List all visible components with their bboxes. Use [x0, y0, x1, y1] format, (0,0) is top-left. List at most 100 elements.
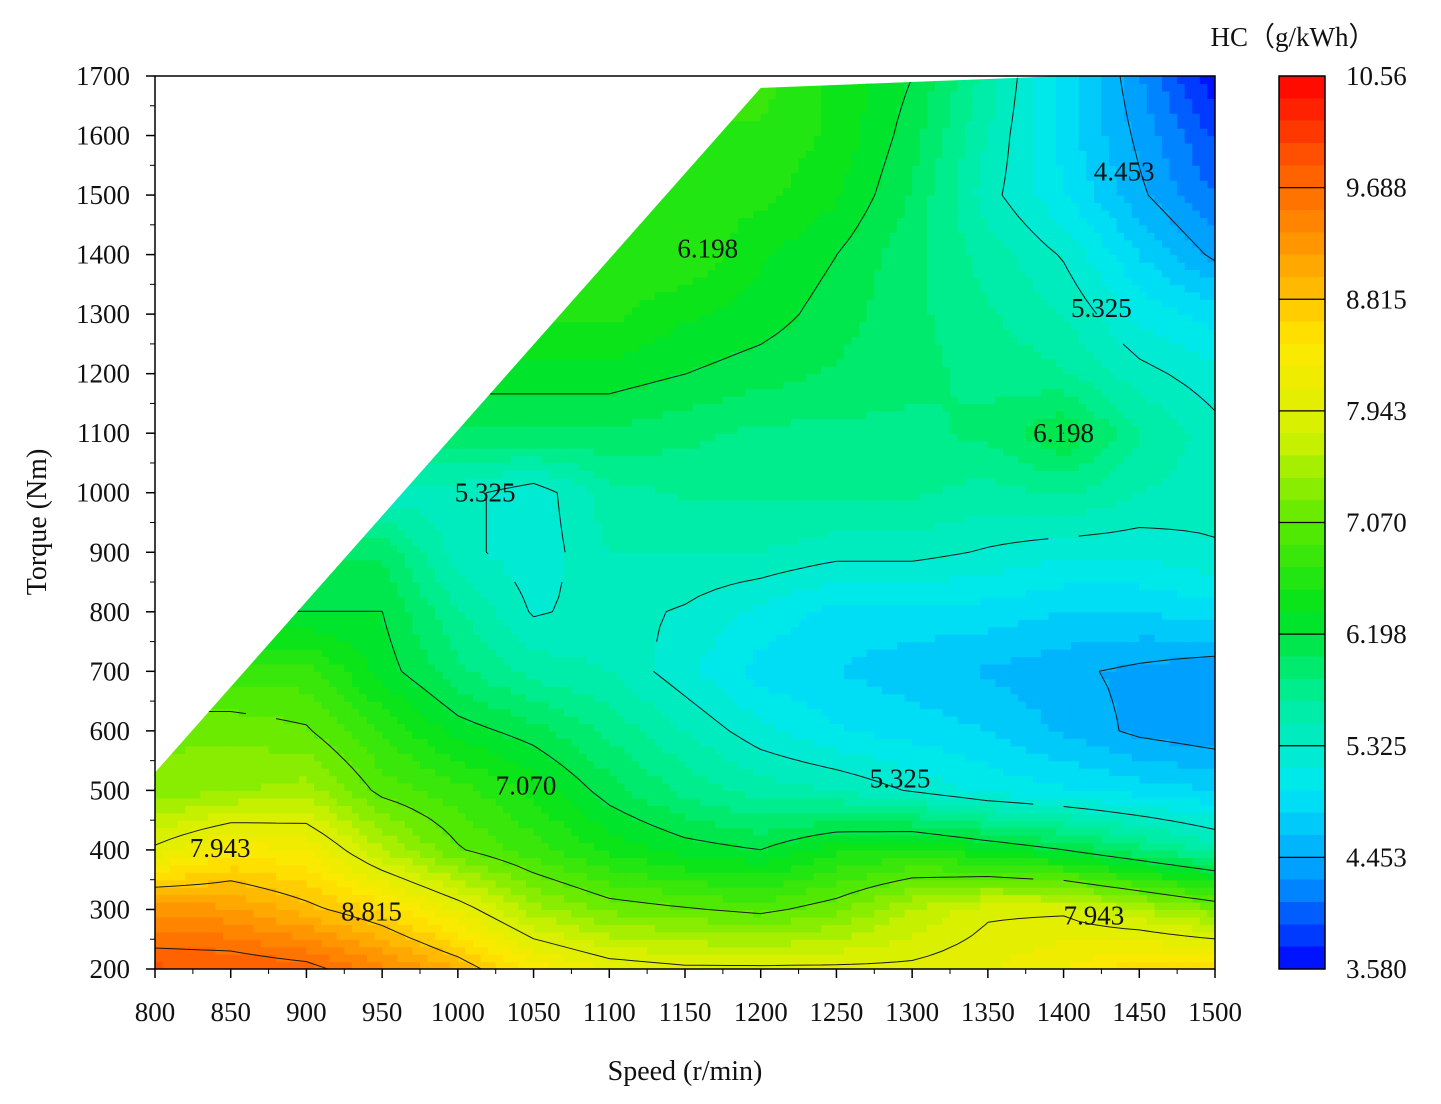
contour-cell — [919, 939, 928, 948]
contour-cell — [480, 879, 489, 888]
contour-cell — [215, 708, 224, 717]
contour-cell — [950, 939, 959, 948]
contour-cell — [881, 730, 891, 739]
contour-cell — [404, 745, 414, 754]
contour-cell — [798, 805, 807, 814]
contour-cell — [253, 842, 262, 851]
contour-cell — [1131, 842, 1140, 851]
contour-cell — [1116, 738, 1125, 747]
contour-cell — [1025, 708, 1034, 717]
contour-cell — [1025, 797, 1034, 806]
contour-cell — [548, 745, 557, 754]
contour-cell — [889, 946, 898, 955]
contour-cell — [155, 887, 164, 896]
contour-cell — [624, 857, 633, 866]
contour-cell — [185, 827, 194, 836]
contour-cell — [1169, 812, 1178, 821]
contour-cell — [662, 939, 671, 948]
contour-cell — [980, 842, 989, 851]
contour-cell — [586, 954, 595, 963]
contour-cell — [465, 738, 474, 747]
contour-cell — [336, 708, 345, 717]
contour-cell — [1003, 864, 1012, 873]
contour-cell — [919, 775, 928, 784]
contour-cell — [700, 902, 709, 911]
contour-cell — [1010, 723, 1019, 732]
contour-cell — [624, 954, 633, 963]
contour-cell — [654, 715, 663, 725]
contour-cell — [798, 753, 807, 762]
contour-cell — [586, 790, 595, 799]
contour-cell — [556, 916, 565, 925]
contour-cell — [722, 768, 732, 777]
contour-cell — [912, 961, 921, 969]
contour-cell — [654, 835, 663, 844]
contour-cell — [942, 894, 951, 903]
contour-cell — [775, 723, 785, 732]
contour-cell — [1018, 760, 1027, 769]
contour-cell — [594, 954, 603, 963]
contour-cell — [1124, 939, 1133, 948]
contour-cell — [1124, 812, 1133, 821]
contour-cell — [261, 730, 270, 739]
contour-cell — [276, 760, 285, 769]
contour-cell — [1139, 916, 1148, 925]
contour-cell — [162, 909, 171, 918]
contour-cell — [556, 745, 565, 754]
contour-cell — [1040, 946, 1050, 955]
contour-cell — [1139, 946, 1148, 955]
contour-cell — [473, 753, 482, 762]
contour-cell — [374, 842, 383, 851]
contour-cell — [351, 782, 361, 791]
contour-cell — [541, 961, 550, 969]
contour-cell — [185, 738, 194, 747]
contour-cell — [662, 857, 671, 866]
contour-cell — [995, 954, 1004, 963]
contour-cell — [980, 894, 989, 903]
contour-cell — [1131, 730, 1140, 739]
contour-cell — [950, 887, 959, 896]
contour-cell — [919, 916, 928, 925]
contour-cell — [836, 797, 845, 806]
contour-cell — [480, 730, 489, 739]
contour-cell — [1086, 924, 1095, 933]
contour-cell — [298, 872, 308, 881]
contour-cell — [1048, 738, 1057, 747]
contour-cell — [821, 782, 830, 791]
contour-cell — [806, 760, 815, 769]
contour-cell — [1025, 730, 1034, 739]
contour-cell — [223, 835, 232, 844]
contour-cell — [473, 872, 482, 881]
contour-cell — [465, 946, 474, 955]
contour-cell — [942, 946, 951, 955]
contour-cell — [1177, 924, 1186, 933]
contour-cell — [291, 827, 300, 836]
contour-cell — [351, 753, 361, 762]
contour-cell — [1063, 931, 1072, 940]
contour-cell — [707, 879, 716, 888]
contour-cell — [647, 946, 656, 955]
contour-cell — [427, 916, 436, 925]
contour-cell — [700, 864, 709, 873]
contour-cell — [404, 954, 414, 963]
contour-cell — [495, 857, 504, 866]
contour-cell — [321, 894, 330, 903]
contour-cell — [1199, 738, 1209, 747]
contour-cell — [374, 782, 383, 791]
contour-cell — [473, 790, 482, 799]
contour-cell — [934, 835, 944, 844]
contour-cell — [1124, 954, 1133, 963]
contour-cell — [594, 849, 603, 858]
contour-cell — [488, 931, 497, 940]
contour-cell — [291, 835, 300, 844]
contour-cell — [1033, 931, 1042, 940]
contour-cell — [1177, 715, 1186, 725]
contour-cell — [1010, 827, 1019, 836]
contour-cell — [223, 842, 232, 851]
contour-cell — [1018, 797, 1027, 806]
contour-cell — [238, 931, 247, 940]
contour-cell — [760, 812, 769, 821]
contour-cell — [601, 701, 610, 710]
contour-cell — [904, 730, 913, 739]
contour-cell — [268, 730, 277, 739]
